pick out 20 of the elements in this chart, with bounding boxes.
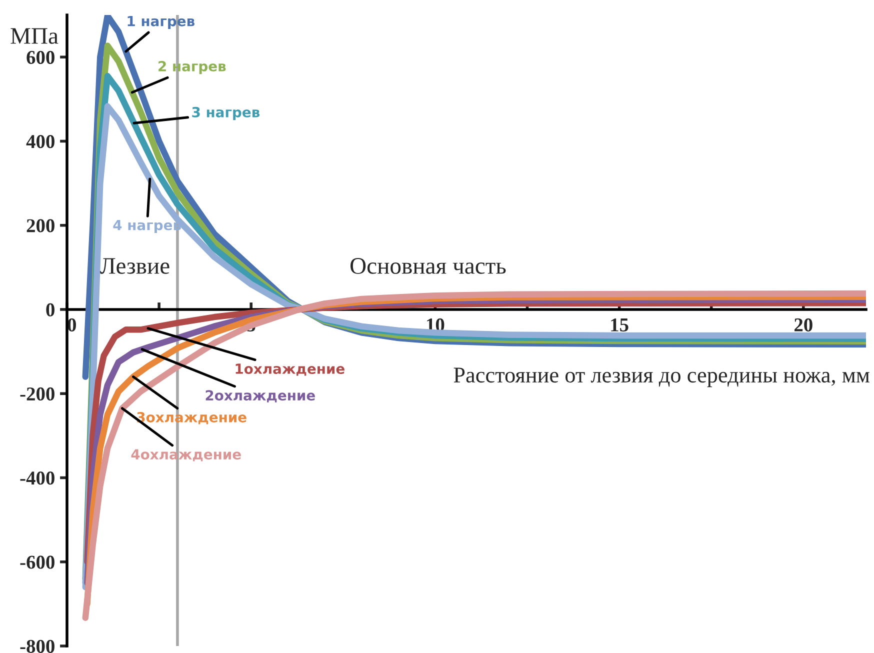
- y-tick-label: -600: [20, 556, 54, 569]
- y-tick-label: 600: [26, 50, 54, 64]
- x-tick-label: 15: [611, 318, 628, 332]
- y-tick-label: -400: [20, 472, 54, 485]
- text: 2 нагрев: [158, 60, 226, 74]
- text: 3 нагрев: [192, 106, 260, 120]
- y-tick-label: 0: [46, 303, 54, 316]
- y-tick-label: -200: [20, 387, 54, 401]
- x-tick-label: 20: [794, 318, 812, 332]
- annotation: Основная часть: [350, 258, 506, 274]
- text: 1охлаждение: [236, 364, 344, 376]
- text: 2охлаждение: [206, 390, 315, 402]
- y-tick-label: 400: [26, 135, 54, 148]
- x-axis-title: Расстояние от лезвия до середины ножа, мм: [454, 368, 870, 388]
- series-label: 1 нагрев: [128, 16, 194, 30]
- series-label: 3охлаждение: [137, 412, 246, 424]
- annotation: Лезвие: [100, 258, 170, 274]
- y-tick-label: -800: [20, 640, 54, 653]
- y-tick-label: 200: [26, 219, 54, 232]
- y-axis-title: МПа: [10, 28, 58, 44]
